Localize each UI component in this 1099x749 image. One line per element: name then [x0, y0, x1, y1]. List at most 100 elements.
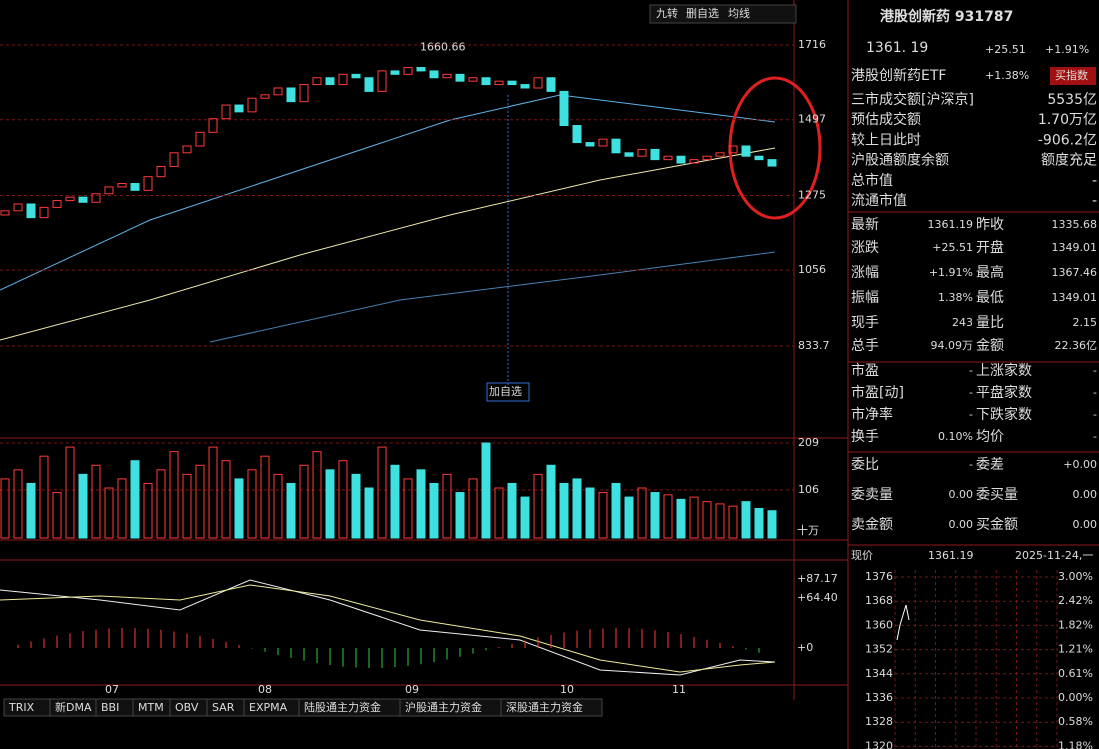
field-label: 市盈[动]: [851, 384, 904, 401]
tab-label[interactable]: EXPMA: [249, 701, 288, 714]
candle: [481, 77, 491, 86]
field-value: 243: [952, 316, 973, 329]
candle: [260, 94, 270, 99]
candle: [624, 152, 634, 157]
field-label: 金额: [976, 338, 1004, 354]
field-value: 1349.01: [1052, 241, 1098, 254]
minute-line: [896, 604, 910, 641]
change: +25.51: [985, 43, 1026, 56]
volume-bar: [104, 487, 114, 539]
volume-bar: [416, 469, 426, 539]
tab-label[interactable]: TRIX: [8, 701, 35, 714]
toolbar-button[interactable]: 删自选: [686, 7, 719, 20]
tab-label[interactable]: 陆股通主力资金: [304, 700, 381, 714]
candle: [754, 155, 764, 161]
volume-bar: [637, 487, 647, 539]
etf-pct: +1.38%: [985, 69, 1029, 82]
candle: [611, 138, 621, 154]
macd-dea: [0, 584, 776, 673]
candle: [468, 77, 478, 82]
candle: [390, 70, 400, 75]
volume-bar: [26, 482, 36, 539]
volume-bar: [39, 455, 49, 539]
field-value: 2.15: [1073, 316, 1098, 329]
toolbar-button[interactable]: 九转: [656, 6, 678, 20]
tab-label[interactable]: 新DMA: [55, 700, 92, 714]
price-tick: 833.7: [798, 339, 830, 352]
candle: [182, 145, 192, 154]
volume-bar: [260, 455, 270, 539]
volume-bar: [676, 498, 686, 539]
minute-right-tick: 2.42%: [1058, 594, 1093, 607]
stat-label: 预估成交额: [851, 111, 921, 128]
field-value: 0.00: [949, 518, 974, 531]
toolbar-button[interactable]: 均线: [728, 6, 750, 20]
stat-label: 三市成交额[沪深京]: [851, 91, 974, 108]
candle: [572, 125, 582, 144]
candle: [299, 84, 309, 103]
minute-right-tick: 1.18%: [1058, 739, 1093, 749]
volume-bar: [481, 442, 491, 539]
candle: [650, 148, 660, 161]
volume-bar: [299, 464, 309, 539]
volume-bar: [689, 496, 699, 539]
volume-bar: [169, 451, 179, 539]
add-watch-label[interactable]: 加自选: [489, 385, 522, 398]
field-label: 最低: [976, 290, 1004, 306]
volume-bar: [663, 494, 673, 539]
candle: [741, 145, 751, 157]
tab[interactable]: [500, 698, 603, 717]
month-label: 07: [105, 683, 119, 696]
volume-bar: [143, 482, 153, 539]
etf-button[interactable]: 买指数: [1055, 68, 1088, 82]
volume-bar: [520, 496, 530, 539]
field-value: -: [1093, 408, 1097, 421]
volume-bar: [650, 492, 660, 539]
volume-bar: [403, 478, 413, 539]
field-label: 市净率: [851, 406, 893, 423]
candle: [416, 67, 426, 72]
tab-label[interactable]: 沪股通主力资金: [405, 700, 482, 714]
stat-label: 流通市值: [851, 192, 907, 209]
tab-label[interactable]: OBV: [175, 701, 199, 714]
volume-bar: [611, 482, 621, 539]
tab-label[interactable]: 深股通主力资金: [506, 700, 583, 714]
month-label: 10: [560, 683, 574, 696]
ma-60: [0, 94, 776, 291]
field-value: 94.09万: [931, 339, 974, 352]
volume-bar: [234, 478, 244, 539]
field-label: 昨收: [976, 217, 1004, 233]
candle: [169, 152, 179, 167]
candle: [234, 104, 244, 113]
candle: [559, 90, 569, 127]
tab-label[interactable]: SAR: [212, 701, 235, 714]
etf-name[interactable]: 港股创新药ETF: [851, 68, 946, 84]
stat-label: 较上日此时: [851, 132, 921, 148]
volume-bar: [494, 487, 504, 539]
macd-tick: +0: [797, 641, 813, 654]
candle: [377, 70, 387, 92]
stat-label: 沪股通额度余额: [851, 152, 949, 169]
buy-button[interactable]: [1050, 67, 1096, 85]
volume-bar: [754, 507, 764, 539]
stat-value: -: [1092, 173, 1097, 189]
candle: [312, 77, 322, 86]
price-tick: 1716: [798, 38, 826, 51]
tab-label[interactable]: BBI: [101, 701, 119, 714]
field-value: -: [969, 408, 973, 421]
volume-unit: 十万: [797, 523, 819, 537]
minute-left-tick: 1376: [865, 570, 893, 583]
volume-bar: [572, 478, 582, 539]
add-watch[interactable]: [486, 382, 530, 402]
candle: [442, 73, 452, 79]
candle: [676, 155, 686, 164]
volume-bar: [377, 446, 387, 539]
candle: [338, 73, 348, 86]
candle: [728, 145, 738, 154]
volume-bar: [65, 446, 75, 539]
candle: [39, 206, 49, 219]
field-label: 平盘家数: [976, 384, 1032, 401]
candle: [26, 203, 36, 219]
minute-left-tick: 1360: [865, 618, 893, 631]
tab-label[interactable]: MTM: [138, 701, 164, 714]
